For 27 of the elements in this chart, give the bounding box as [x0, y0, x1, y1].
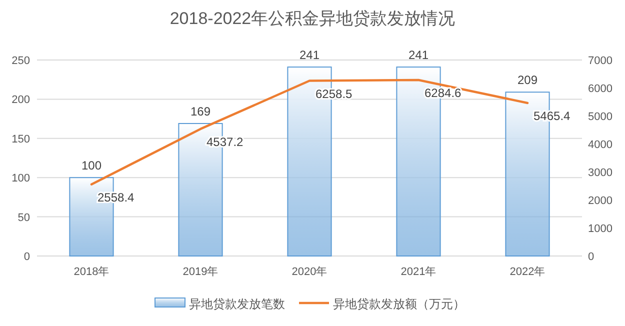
title: 2018-2022年公积金异地贷款发放情况 [170, 9, 456, 28]
data-label: 169 [190, 104, 211, 119]
data-label: 100 [81, 158, 102, 173]
y2-tick-label: 5000 [588, 111, 612, 123]
x-tick-label: 2021年 [400, 266, 436, 278]
y2-tick-label: 7000 [588, 55, 612, 67]
data-label: 241 [408, 48, 429, 62]
data-label: 209 [517, 73, 538, 88]
y2-tick-label: 0 [588, 251, 594, 263]
y-tick-label: 200 [12, 94, 30, 106]
legend-label: 异地贷款发放额（万元） [333, 297, 465, 311]
y-tick-label: 50 [18, 212, 30, 224]
y2-tick-label: 2000 [588, 195, 612, 207]
x-tick-label: 2018年 [74, 266, 110, 278]
y2-tick-label: 6000 [588, 83, 612, 95]
x-tick-label: 2019年 [182, 266, 218, 278]
y2-tick-label: 1000 [588, 223, 612, 235]
x-tick-label: 2020年 [292, 266, 328, 278]
y-tick-label: 250 [12, 55, 30, 67]
legend-label: 异地贷款发放笔数 [189, 297, 285, 311]
y-tick-label: 0 [24, 251, 30, 263]
x-tick-label: 2022年 [510, 266, 546, 278]
y-tick-label: 150 [12, 133, 30, 146]
data-label: 241 [299, 48, 320, 62]
y2-tick-label: 3000 [588, 167, 612, 179]
y-tick-label: 100 [12, 172, 30, 185]
y2-tick-label: 4000 [588, 139, 612, 151]
